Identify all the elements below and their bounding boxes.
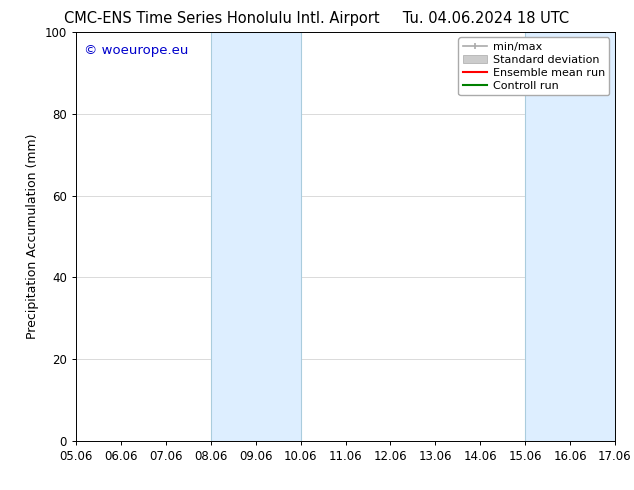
- Bar: [210, 32, 301, 441]
- Text: © woeurope.eu: © woeurope.eu: [84, 44, 188, 57]
- Bar: [525, 32, 615, 441]
- Legend: min/max, Standard deviation, Ensemble mean run, Controll run: min/max, Standard deviation, Ensemble me…: [458, 37, 609, 95]
- Text: CMC-ENS Time Series Honolulu Intl. Airport     Tu. 04.06.2024 18 UTC: CMC-ENS Time Series Honolulu Intl. Airpo…: [65, 11, 569, 26]
- Y-axis label: Precipitation Accumulation (mm): Precipitation Accumulation (mm): [26, 134, 39, 339]
